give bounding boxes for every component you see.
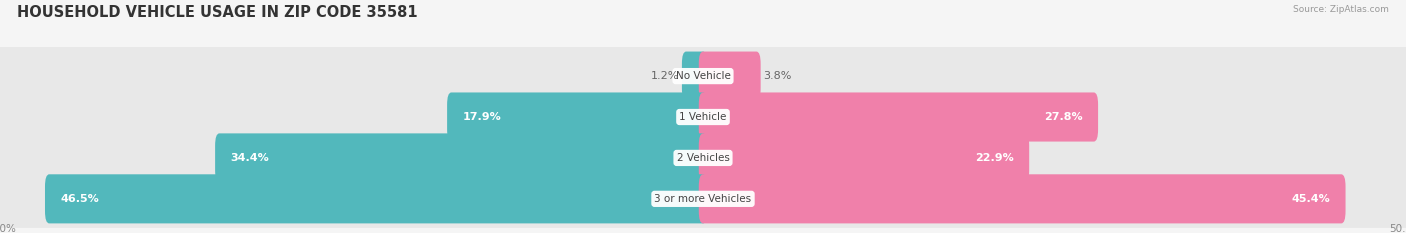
- Text: 46.5%: 46.5%: [60, 194, 100, 204]
- Text: HOUSEHOLD VEHICLE USAGE IN ZIP CODE 35581: HOUSEHOLD VEHICLE USAGE IN ZIP CODE 3558…: [17, 5, 418, 20]
- FancyBboxPatch shape: [0, 47, 1406, 105]
- FancyBboxPatch shape: [215, 133, 707, 182]
- FancyBboxPatch shape: [45, 174, 707, 223]
- Text: 34.4%: 34.4%: [231, 153, 270, 163]
- Text: 1.2%: 1.2%: [651, 71, 679, 81]
- Text: No Vehicle: No Vehicle: [675, 71, 731, 81]
- FancyBboxPatch shape: [699, 174, 1346, 223]
- Text: 45.4%: 45.4%: [1291, 194, 1330, 204]
- FancyBboxPatch shape: [0, 88, 1406, 146]
- FancyBboxPatch shape: [0, 170, 1406, 228]
- Text: Source: ZipAtlas.com: Source: ZipAtlas.com: [1294, 5, 1389, 14]
- Text: 3 or more Vehicles: 3 or more Vehicles: [654, 194, 752, 204]
- FancyBboxPatch shape: [447, 93, 707, 142]
- Text: 27.8%: 27.8%: [1045, 112, 1083, 122]
- FancyBboxPatch shape: [0, 129, 1406, 187]
- FancyBboxPatch shape: [699, 51, 761, 101]
- Text: 22.9%: 22.9%: [974, 153, 1014, 163]
- Text: 17.9%: 17.9%: [463, 112, 502, 122]
- Text: 2 Vehicles: 2 Vehicles: [676, 153, 730, 163]
- Text: 1 Vehicle: 1 Vehicle: [679, 112, 727, 122]
- FancyBboxPatch shape: [699, 133, 1029, 182]
- FancyBboxPatch shape: [682, 51, 707, 101]
- Text: 3.8%: 3.8%: [763, 71, 792, 81]
- FancyBboxPatch shape: [699, 93, 1098, 142]
